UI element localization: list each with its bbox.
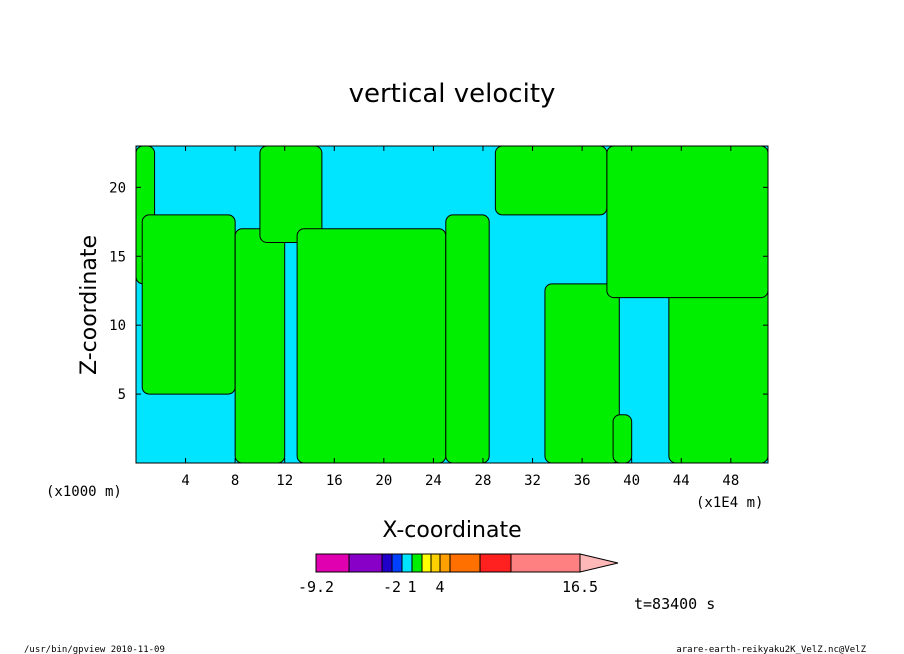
colorbar-segment xyxy=(381,553,393,573)
colorbar-tick-label: 4 xyxy=(435,578,444,596)
region-6 xyxy=(445,214,490,463)
colorbar-tick-label: -2 xyxy=(383,578,401,596)
x-axis-label: X-coordinate xyxy=(382,518,521,543)
x-tick-label: 28 xyxy=(475,473,492,489)
y-axis-label: Z-coordinate xyxy=(77,235,102,375)
colorbar-segment xyxy=(315,553,350,573)
x-tick-label: 48 xyxy=(722,473,739,489)
x-tick-label: 24 xyxy=(425,473,442,489)
colorbar-segment xyxy=(411,553,423,573)
colorbar-tick-label: 1 xyxy=(407,578,416,596)
colorbar-segment xyxy=(479,553,512,573)
footer-right: arare-earth-reikyaku2K_VelZ.nc@VelZ xyxy=(676,645,866,654)
colorbar-tick-label: -9.2 xyxy=(298,578,334,596)
plot-area xyxy=(135,145,769,464)
plot-frame xyxy=(135,145,769,464)
region-11 xyxy=(606,146,768,299)
x-axis: 4 8 12 16 20 24 28 32 36 40 44 48 xyxy=(181,146,739,489)
colorbar-tick-label: 16.5 xyxy=(562,578,598,596)
x-tick-label: 44 xyxy=(673,473,690,489)
colorbar-segment xyxy=(401,553,413,573)
x-tick-label: 32 xyxy=(524,473,541,489)
x-tick-label: 16 xyxy=(326,473,343,489)
x-tick-label: 40 xyxy=(623,473,640,489)
region-3 xyxy=(234,228,286,463)
y-tick-label: 20 xyxy=(109,180,126,196)
contour-regions xyxy=(136,146,768,463)
y-tick-label: 5 xyxy=(118,387,126,403)
region-10 xyxy=(668,283,768,463)
region-9 xyxy=(612,414,633,463)
time-label: t=83400 s xyxy=(634,595,715,613)
x-tick-label: 12 xyxy=(276,473,293,489)
region-5 xyxy=(296,228,447,463)
x-unit-left: (x1000 m) xyxy=(46,484,122,500)
colorbar-segment xyxy=(348,553,383,573)
x-tick-label: 4 xyxy=(181,473,189,489)
colorbar-arrow xyxy=(579,553,619,573)
region-8 xyxy=(544,283,620,463)
chart-title: vertical velocity xyxy=(349,79,556,109)
colorbar-segment xyxy=(439,553,451,573)
colorbar-segment xyxy=(449,553,481,573)
region-4 xyxy=(259,146,323,243)
colorbar-segment xyxy=(421,553,432,573)
region-2 xyxy=(141,214,236,395)
colorbar xyxy=(315,553,619,573)
x-tick-label: 36 xyxy=(574,473,591,489)
x-tick-label: 20 xyxy=(375,473,392,489)
region-7 xyxy=(494,146,608,216)
x-unit-right: (x1E4 m) xyxy=(696,495,763,511)
colorbar-segment xyxy=(510,553,581,573)
x-tick-label: 8 xyxy=(231,473,239,489)
footer-left: /usr/bin/gpview 2010-11-09 xyxy=(24,645,165,654)
y-tick-label: 10 xyxy=(109,318,126,334)
y-axis: 5 10 15 20 xyxy=(109,180,768,403)
colorbar-segment xyxy=(391,553,403,573)
y-tick-label: 15 xyxy=(109,249,126,265)
colorbar-segment xyxy=(430,553,441,573)
colorbar-ticks: -9.2 -2 1 4 16.5 xyxy=(298,578,598,596)
